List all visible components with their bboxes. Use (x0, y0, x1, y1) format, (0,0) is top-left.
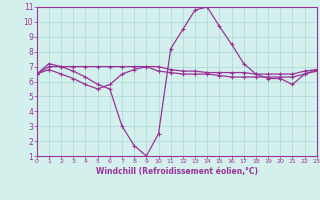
X-axis label: Windchill (Refroidissement éolien,°C): Windchill (Refroidissement éolien,°C) (96, 167, 258, 176)
